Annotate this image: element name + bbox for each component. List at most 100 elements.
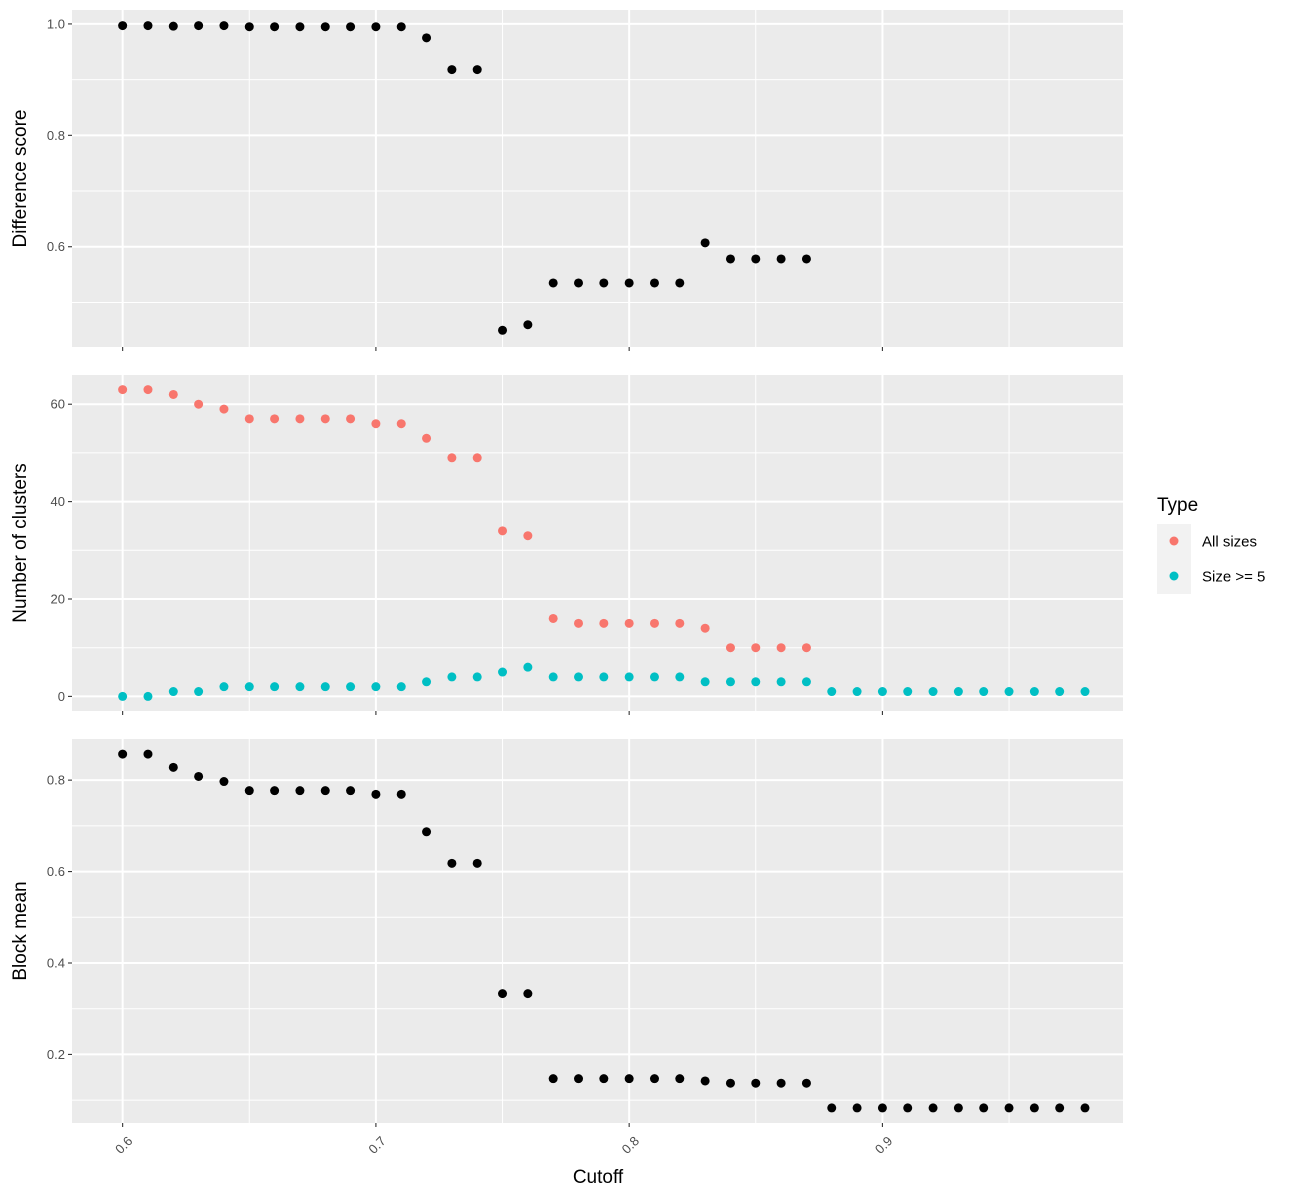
data-point [523,531,533,541]
data-point [320,22,330,32]
data-point [244,22,254,32]
data-point [447,453,457,463]
data-point [751,254,761,264]
data-point [270,786,280,796]
data-point [548,613,558,623]
data-point [498,325,508,335]
data-point [194,771,204,781]
x-axis-title: Cutoff [573,1167,624,1188]
y-axis-title: Difference score [10,110,31,248]
data-point [1029,687,1039,697]
x-tick-label: 0.7 [365,1133,388,1156]
data-point [700,1076,710,1086]
data-point [472,672,482,682]
data-point [1029,1103,1039,1113]
data-point [649,618,659,628]
panel-2: 0 20 40 60 Number of clusters [10,375,1123,715]
data-point [548,672,558,682]
data-point [371,682,381,692]
data-point [118,691,128,701]
data-point [168,687,178,697]
data-point [877,687,887,697]
panel-background [72,375,1123,711]
data-point [523,320,533,330]
data-point [725,643,735,653]
legend-key-background [1157,524,1191,594]
data-point [548,1074,558,1084]
data-point [219,777,229,787]
data-point [244,414,254,424]
y-tick-label: 40 [51,494,65,509]
data-point [320,414,330,424]
data-point [700,623,710,633]
data-point [928,1103,938,1113]
data-point [143,749,153,759]
data-point [396,419,406,429]
data-point [320,786,330,796]
legend-label: All sizes [1202,534,1257,551]
legend-label: Size >= 5 [1202,569,1265,586]
y-tick-label: 0 [58,689,65,704]
data-point [295,682,305,692]
data-point [1080,687,1090,697]
data-point [751,1078,761,1088]
data-point [371,789,381,799]
series-1 [118,749,1090,1113]
data-point [599,1074,609,1084]
series-1 [118,385,811,653]
panel-1: 0.6 0.8 1.0 Difference score [10,10,1123,351]
data-point [852,687,862,697]
data-point [168,21,178,31]
data-point [219,21,229,31]
data-point [801,677,811,687]
y-tick-label: 0.6 [47,239,65,254]
x-axis: 0.6 0.7 0.8 0.9 [112,1133,895,1156]
data-point [346,22,356,32]
data-point [776,677,786,687]
data-point [827,1103,837,1113]
data-point [574,618,584,628]
panels: 0.6 0.8 1.0 Difference score 0 20 40 60 Number o… [10,10,1123,1127]
data-point [700,677,710,687]
data-point [776,254,786,264]
y-tick-label: 0.8 [47,773,65,788]
data-point [472,65,482,75]
data-point [270,682,280,692]
data-point [801,643,811,653]
data-point [624,672,634,682]
data-point [523,989,533,999]
data-point [168,389,178,399]
data-point [801,1078,811,1088]
data-point [143,385,153,395]
data-point [649,278,659,288]
legend: Type All sizes Size >= 5 [1157,495,1265,594]
x-tick-label: 0.8 [619,1133,642,1156]
series-2 [118,662,1090,701]
y-tick-label: 0.6 [47,864,65,879]
data-point [877,1103,887,1113]
data-point [1080,1103,1090,1113]
data-point [523,662,533,672]
data-point [472,858,482,868]
data-point [346,786,356,796]
y-tick-label: 0.4 [47,956,65,971]
data-point [700,238,710,248]
y-tick-label: 1.0 [47,16,65,31]
data-point [1004,687,1014,697]
data-point [649,672,659,682]
y-tick-label: 0.8 [47,128,65,143]
data-point [624,1074,634,1084]
x-tick-label: 0.6 [112,1133,135,1156]
data-point [118,749,128,759]
legend-title: Type [1157,495,1198,516]
data-point [574,278,584,288]
data-point [422,827,432,837]
data-point [270,414,280,424]
data-point [725,677,735,687]
data-point [371,22,381,32]
data-point [194,399,204,409]
data-point [903,687,913,697]
data-point [599,278,609,288]
data-point [447,858,457,868]
